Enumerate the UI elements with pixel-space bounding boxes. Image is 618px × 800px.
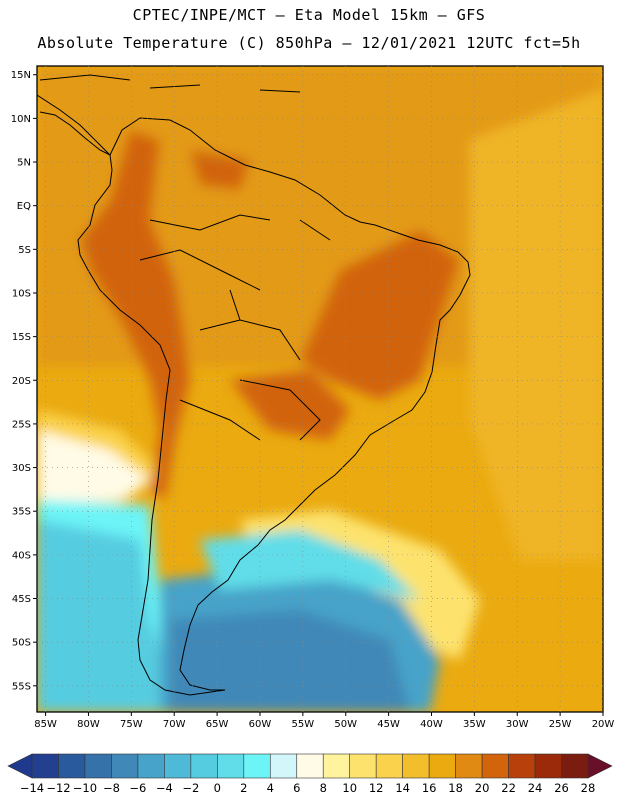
colorbar-label: 0 (214, 781, 221, 795)
colorbar-bin (534, 753, 562, 779)
lat-label: 10S (12, 288, 31, 299)
colorbar-label: −2 (182, 781, 199, 795)
colorbar-label: −4 (156, 781, 173, 795)
lat-label: 15N (11, 70, 31, 81)
lon-label: 70W (163, 719, 186, 730)
lon-label: 75W (120, 719, 143, 730)
chart-subtitle: Absolute Temperature (C) 850hPa – 12/01/… (37, 34, 581, 52)
lat-label: 35S (12, 507, 31, 518)
lon-label: 20W (592, 719, 615, 730)
lon-label: 60W (249, 719, 272, 730)
colorbar-label: 12 (369, 781, 384, 795)
colorbar-bin (217, 753, 245, 779)
colorbar-bin (455, 753, 483, 779)
field-parana-heat (230, 370, 350, 440)
colorbar-label: 24 (528, 781, 543, 795)
colorbar-bin (190, 753, 218, 779)
central-america-coastline (37, 94, 111, 156)
colorbar-label: 8 (320, 781, 327, 795)
colorbar-bin (402, 753, 430, 779)
colorbar-bin (269, 753, 298, 779)
lon-label: 85W (34, 719, 57, 730)
lat-label: 10N (11, 114, 31, 125)
colorbar-bin (375, 753, 403, 779)
lat-label: 25S (12, 419, 31, 430)
lon-label: 55W (292, 719, 315, 730)
country-borders (139, 214, 331, 441)
field-atlantic (470, 90, 603, 560)
colorbar-bin (164, 753, 192, 779)
colorbar-bin (322, 753, 351, 779)
colorbar-bin (243, 753, 271, 779)
colorbar-label: −12 (46, 781, 70, 795)
lat-label: 5N (17, 158, 31, 169)
colorbar-label: 20 (475, 781, 490, 795)
colorbar-label: 28 (581, 781, 596, 795)
colorbar-label: 16 (422, 781, 437, 795)
south-america-coastline (77, 117, 471, 696)
lon-label: 80W (77, 719, 100, 730)
lon-label: 45W (377, 719, 400, 730)
colorbar-label: −10 (73, 781, 97, 795)
lat-label: 50S (12, 638, 31, 649)
colorbar-label: 22 (501, 781, 516, 795)
colorbar-label: −8 (103, 781, 120, 795)
colorbar-bin (58, 753, 86, 779)
lon-label: 25W (549, 719, 572, 730)
colorbar-label: 10 (342, 781, 357, 795)
lon-label: 30W (506, 719, 529, 730)
field-andes-heat (80, 130, 190, 500)
colorbar-bin (84, 753, 112, 779)
colorbar-label: 2 (240, 781, 247, 795)
colorbar-bin (508, 753, 536, 779)
lon-label: 65W (206, 719, 229, 730)
colorbar-label: 26 (554, 781, 569, 795)
field-coldest-south (170, 610, 410, 712)
colorbar-under-arrow (7, 753, 33, 779)
caribbean-islands (39, 74, 301, 93)
lat-label: 5S (18, 245, 31, 256)
colorbar-label: −6 (129, 781, 146, 795)
lon-label: 35W (463, 719, 486, 730)
latitude-labels: 15N 10N 5N EQ 5S 10S 15S 20S 25S 30S 35S 40S 45S 50S 5… (11, 70, 37, 692)
colorbar-label: −14 (20, 781, 44, 795)
lat-label: EQ (17, 201, 31, 212)
colorbar-bin (296, 753, 324, 779)
field-brazil-heat (300, 230, 460, 400)
lon-label: 50W (334, 719, 357, 730)
lat-label: 20S (12, 376, 31, 387)
lat-label: 30S (12, 463, 31, 474)
field-colder-west (37, 520, 180, 712)
colorbar-bin (428, 753, 456, 779)
coastlines (37, 74, 471, 696)
colorbar-label: 6 (293, 781, 300, 795)
lat-label: 55S (12, 681, 31, 692)
field-pacific-cream (37, 430, 150, 505)
colorbar-bin (349, 753, 377, 779)
colorbar-label: 14 (395, 781, 410, 795)
lat-label: 40S (12, 550, 31, 561)
longitude-labels: 85W 80W 75W 70W 65W 60W 55W 50W 45W 40W 35W 30W 25W 2… (34, 712, 614, 730)
temperature-field (37, 66, 603, 712)
chart-title: CPTEC/INPE/MCT – Eta Model 15km – GFS (132, 6, 486, 24)
lat-label: 15S (12, 332, 31, 343)
colorbar-over-arrow (587, 753, 613, 779)
colorbar-bin (561, 753, 589, 779)
map-frame (36, 65, 604, 713)
lon-label: 40W (420, 719, 443, 730)
colorbar-label: 18 (448, 781, 463, 795)
colorbar-bin (137, 753, 165, 779)
lat-label: 45S (12, 594, 31, 605)
colorbar-bin (481, 753, 509, 779)
colorbar-bin (111, 753, 139, 779)
colorbar-bin (31, 753, 59, 779)
colorbar-label: 4 (267, 781, 274, 795)
colorbar: −14 −12 −10 −8 −6 −4 −2 0 2 4 6 8 10 12 14 16 18 20 22 24 26… (7, 753, 613, 795)
